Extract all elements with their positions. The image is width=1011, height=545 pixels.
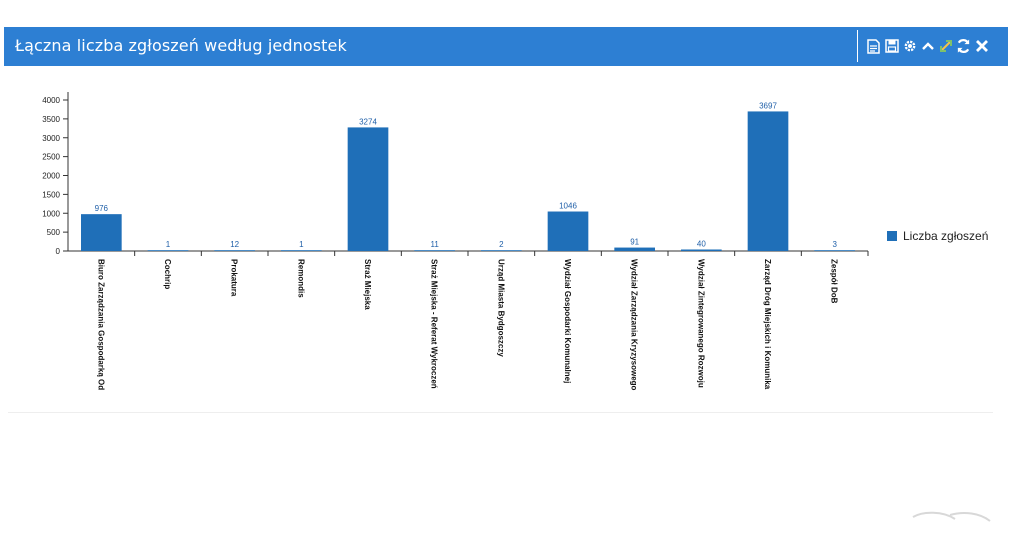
bar[interactable] bbox=[547, 211, 589, 251]
x-tick-label: Wydział Zarządzania Kryzysowego bbox=[630, 259, 639, 391]
refresh-icon[interactable] bbox=[956, 37, 971, 55]
x-tick-label: Urząd Miasta Bydgoszczy bbox=[496, 259, 505, 357]
bar[interactable] bbox=[281, 250, 322, 251]
y-tick-label: 2500 bbox=[42, 153, 60, 162]
bar[interactable] bbox=[147, 250, 189, 251]
x-tick-label: Wydział Gospodarki Komunalnej bbox=[563, 259, 572, 383]
x-tick-label: Zarząd Dróg Miejskich i Komunika bbox=[763, 259, 772, 390]
chart-area: 0 500 1000 1500 2000 2500 3000 3500 4000 976 Biur… bbox=[8, 80, 993, 413]
bar[interactable] bbox=[614, 247, 655, 251]
bar-value-label: 976 bbox=[95, 204, 109, 213]
x-tick-label: Wydział Zintegrowanego Rozwoju bbox=[696, 259, 705, 388]
expand-icon[interactable] bbox=[938, 37, 953, 55]
bar-value-label: 12 bbox=[230, 240, 239, 249]
panel-header: Łączna liczba zgłoszeń według jednostek bbox=[4, 27, 1008, 66]
y-tick-label: 1500 bbox=[42, 190, 60, 199]
chart-legend: Liczba zgłoszeń bbox=[887, 229, 988, 243]
x-tick-label: Biuro Zarządzania Gospodarką Od bbox=[96, 259, 105, 390]
y-tick-label: 3500 bbox=[42, 115, 60, 124]
bar[interactable] bbox=[347, 127, 389, 251]
save-icon[interactable] bbox=[884, 37, 899, 55]
x-tick-label: Remondis bbox=[296, 259, 305, 298]
bar-chart: 0 500 1000 1500 2000 2500 3000 3500 4000 976 Biur… bbox=[42, 92, 869, 391]
collapse-icon[interactable] bbox=[920, 37, 935, 55]
y-tick-label: 1000 bbox=[42, 209, 60, 218]
bar[interactable] bbox=[481, 250, 522, 251]
settings-icon[interactable] bbox=[902, 37, 917, 55]
bar-value-label: 40 bbox=[697, 239, 706, 248]
x-tick-label: Prokatura bbox=[230, 259, 239, 297]
x-tick-label: Straż Miejska bbox=[363, 259, 372, 310]
bar-value-label: 91 bbox=[630, 238, 639, 247]
bar[interactable] bbox=[814, 250, 855, 251]
panel-toolbar bbox=[866, 36, 989, 56]
y-tick-label: 4000 bbox=[42, 96, 60, 105]
x-tick-label: Straż Miejska - Referat Wykroczeń bbox=[430, 259, 439, 389]
panel-title: Łączna liczba zgłoszeń według jednostek bbox=[15, 36, 347, 55]
legend-label: Liczba zgłoszeń bbox=[903, 229, 989, 243]
y-tick-label: 3000 bbox=[42, 134, 60, 143]
y-tick-label: 0 bbox=[56, 247, 61, 256]
bar[interactable] bbox=[214, 250, 255, 251]
toolbar-separator bbox=[857, 30, 858, 62]
bar-value-label: 3697 bbox=[759, 101, 777, 110]
bar-value-label: 3 bbox=[832, 240, 837, 249]
bar[interactable] bbox=[414, 250, 455, 251]
export-document-icon[interactable] bbox=[866, 37, 881, 55]
bar-value-label: 3274 bbox=[359, 117, 377, 126]
bar[interactable] bbox=[747, 111, 789, 251]
bar[interactable] bbox=[681, 249, 722, 251]
bar-value-label: 2 bbox=[499, 240, 504, 249]
y-tick-label: 2000 bbox=[42, 172, 60, 181]
bar-value-label: 1 bbox=[299, 240, 304, 249]
x-tick-label: Zespół DoB bbox=[830, 259, 839, 304]
x-tick-label: Cochrip bbox=[163, 259, 172, 289]
watermark-logo bbox=[912, 511, 991, 522]
bar-value-label: 11 bbox=[431, 240, 440, 249]
bar-value-label: 1046 bbox=[559, 202, 577, 211]
close-icon[interactable] bbox=[974, 37, 989, 55]
legend-swatch bbox=[887, 231, 897, 241]
bar-value-label: 1 bbox=[166, 240, 171, 249]
bar[interactable] bbox=[81, 214, 122, 251]
y-tick-label: 500 bbox=[47, 228, 61, 237]
